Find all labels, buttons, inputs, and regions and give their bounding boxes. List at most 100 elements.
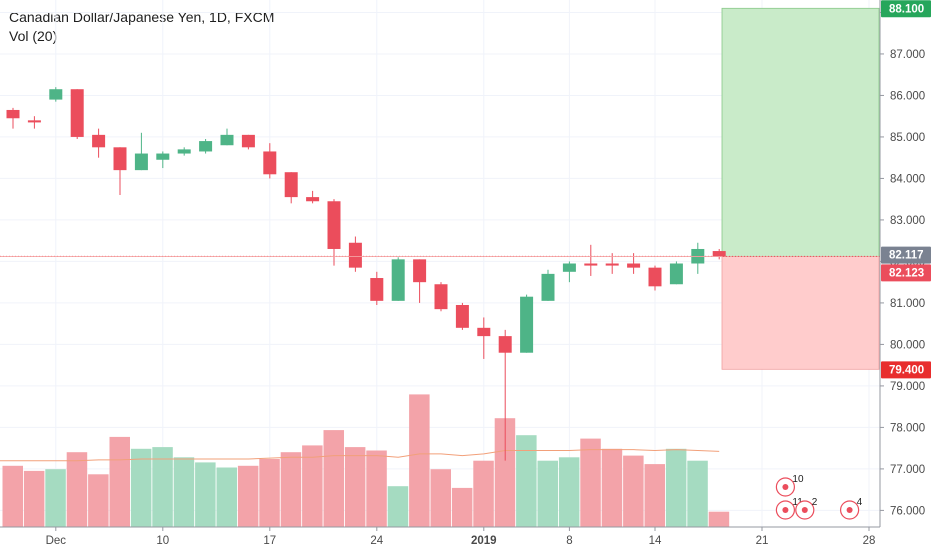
candle-body	[263, 151, 277, 175]
event-marker[interactable]: 4	[839, 497, 863, 520]
target-price-label-text: 88.100	[889, 3, 924, 15]
volume-indicator-label[interactable]: Vol (20)	[9, 28, 58, 44]
candle	[220, 128, 234, 146]
event-marker[interactable]: 2	[795, 497, 818, 520]
time-tick-label: 17	[263, 535, 276, 547]
event-marker[interactable]: 10	[775, 474, 804, 497]
candle-body	[306, 197, 320, 202]
candle	[584, 244, 598, 276]
position-zones[interactable]	[721, 7, 880, 370]
candle-body	[477, 327, 491, 337]
candle	[669, 261, 683, 285]
candle-body	[434, 284, 448, 310]
candle-body	[27, 120, 41, 123]
candle-body	[391, 259, 405, 301]
candle-body	[348, 242, 362, 268]
candle-body	[241, 134, 255, 148]
event-markers[interactable]: 10 11 2 4	[775, 474, 863, 520]
volume-bar	[473, 460, 494, 527]
event-count: 2	[812, 497, 818, 508]
event-count: 10	[792, 474, 804, 485]
candle	[199, 139, 213, 154]
time-tick-label: Dec	[46, 535, 67, 547]
candle-body	[669, 263, 683, 285]
event-dot	[782, 484, 789, 490]
volume-bar	[237, 465, 259, 527]
candle-body	[605, 263, 619, 266]
price-tick-label: 85.000	[890, 132, 925, 144]
candle	[413, 259, 427, 303]
candle-body	[199, 141, 213, 152]
volume-bar	[430, 469, 451, 527]
loss-zone[interactable]	[721, 256, 880, 370]
price-tick-label: 77.000	[890, 464, 925, 476]
candle	[541, 269, 555, 301]
candles	[6, 87, 726, 461]
candle	[455, 302, 469, 330]
current-price-label: 82.123	[881, 264, 931, 282]
price-tick-label: 84.000	[890, 173, 925, 185]
candle	[6, 107, 20, 129]
volume-bar	[537, 460, 558, 527]
volume-bar	[601, 448, 623, 527]
price-tick-label: 81.000	[890, 298, 925, 310]
candle-body	[370, 278, 384, 301]
volume-bar	[88, 474, 109, 527]
candle	[177, 147, 191, 156]
entry-price-label-bg	[881, 246, 931, 264]
candle	[370, 271, 384, 305]
candle	[113, 147, 127, 196]
candle-body	[541, 273, 555, 301]
event-dot	[801, 507, 808, 513]
time-tick-label: 24	[370, 535, 383, 547]
candle	[49, 87, 63, 102]
candle-body	[49, 89, 63, 100]
event-count: 11	[792, 497, 803, 508]
volume-bar	[665, 448, 687, 527]
candle-body	[327, 201, 341, 249]
volume-bar	[216, 467, 237, 527]
time-tick-label: 21	[756, 535, 769, 547]
candle-body	[134, 153, 148, 171]
price-axis[interactable]: 76.00077.00078.00079.00080.00081.00082.0…	[879, 0, 925, 527]
stop-price-label-bg	[881, 361, 931, 379]
candle	[691, 242, 705, 274]
volume-bar	[344, 447, 366, 527]
time-axis[interactable]: Dec 10 17 24 2019 8 14 21 28	[0, 526, 880, 547]
time-tick-label: 14	[649, 535, 662, 547]
volume-bar	[451, 487, 473, 527]
volume-bar	[644, 464, 665, 527]
event-dot	[846, 507, 853, 513]
volume-bar	[708, 511, 730, 527]
event-marker[interactable]: 11	[775, 497, 803, 520]
candle	[241, 134, 255, 150]
volume-bar	[45, 469, 66, 527]
price-labels: 88.100 82.117 82.123 79.400	[881, 0, 931, 379]
candle-body	[284, 172, 298, 198]
price-tick-label: 80.000	[890, 339, 925, 351]
candle	[263, 143, 277, 179]
volume-bar	[323, 430, 344, 527]
candle	[648, 265, 662, 291]
candle-body	[584, 263, 598, 266]
volume-bar	[409, 394, 430, 527]
candle-body	[562, 263, 576, 272]
candle	[327, 199, 341, 266]
volume-bar	[195, 462, 216, 527]
candle	[27, 116, 41, 129]
target-price-label-bg	[881, 0, 931, 18]
entry-price-label-text: 82.117	[889, 250, 924, 262]
profit-zone[interactable]	[721, 7, 880, 257]
candle-body	[455, 304, 469, 328]
price-tick-label: 76.000	[890, 505, 925, 517]
time-tick-label: 2019	[471, 535, 497, 547]
volume-bar	[387, 486, 409, 527]
candle	[498, 329, 512, 461]
volume-bar	[623, 455, 644, 527]
volume-bar	[516, 435, 537, 527]
candle-body	[70, 89, 84, 137]
candle-body	[648, 267, 662, 287]
candle-body	[498, 336, 512, 353]
volume-bar	[302, 445, 323, 527]
